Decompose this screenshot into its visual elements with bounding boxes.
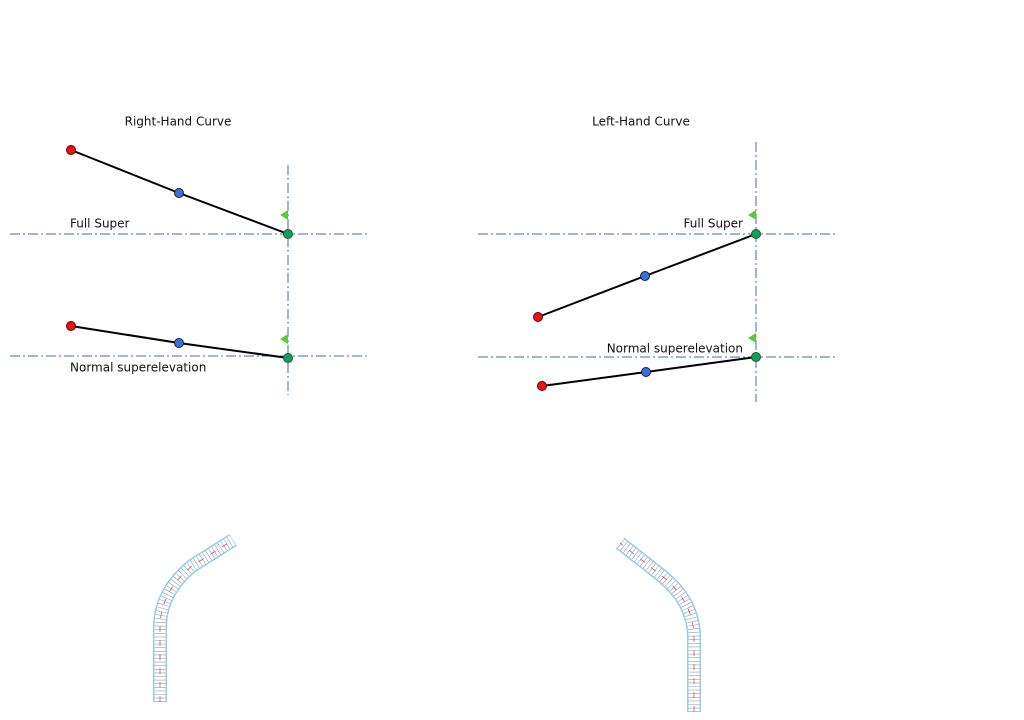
flag	[748, 210, 756, 220]
normal-label: Normal superelevation	[607, 342, 743, 356]
flag	[748, 333, 756, 343]
control-point[interactable]	[174, 338, 184, 348]
control-point[interactable]	[751, 229, 761, 239]
road-plan-right	[153, 534, 237, 702]
control-point[interactable]	[66, 145, 76, 155]
panel-title: Left-Hand Curve	[592, 115, 690, 129]
full-super-label: Full Super	[684, 217, 744, 231]
control-point[interactable]	[751, 352, 761, 362]
control-point[interactable]	[66, 321, 76, 331]
road-ticks	[616, 538, 700, 712]
control-point[interactable]	[283, 353, 293, 363]
control-point[interactable]	[640, 271, 650, 281]
road-centerline	[159, 539, 234, 702]
control-point[interactable]	[641, 367, 651, 377]
control-point[interactable]	[283, 229, 293, 239]
panel-title: Right-Hand Curve	[125, 115, 232, 129]
road-centerline	[619, 542, 695, 712]
road-plan-left	[615, 537, 701, 712]
flag	[280, 210, 288, 220]
left-hand-panel: Left-Hand Curve Full Super Normal supere…	[478, 115, 835, 402]
right-hand-panel: Right-Hand Curve Full Super Normal super…	[10, 115, 367, 395]
full-super-label: Full Super	[70, 217, 130, 231]
flag	[280, 334, 288, 344]
control-point[interactable]	[533, 312, 543, 322]
normal-label: Normal superelevation	[70, 361, 206, 375]
road	[154, 535, 236, 702]
control-point[interactable]	[537, 381, 547, 391]
control-point[interactable]	[174, 188, 184, 198]
